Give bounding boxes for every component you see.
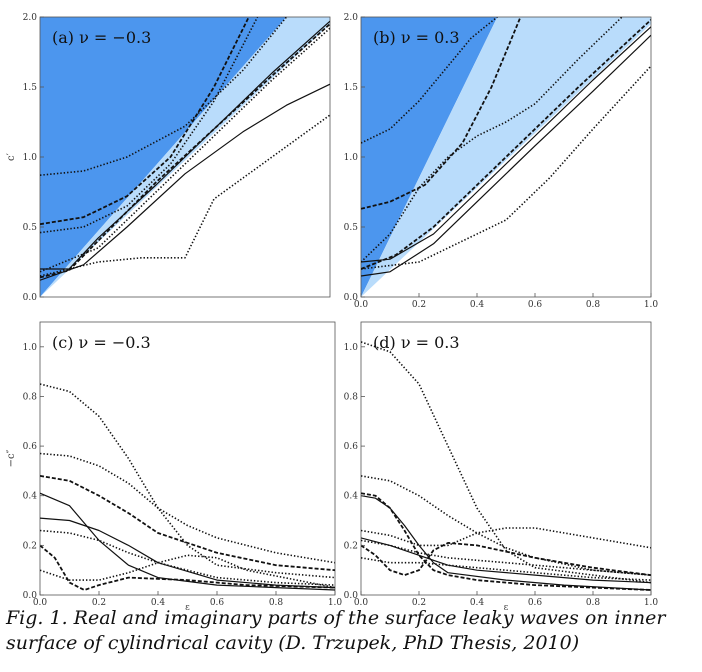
y-tick-label: 0.5 [23, 223, 38, 233]
y-tick-label: 0.4 [344, 492, 359, 502]
series-solid-1 [361, 537, 651, 584]
figure-svg: 0.0 0.5 1.0 1.5 2.0 (a) ν = −0.3 c′ 0.0 0.5 1.0 1.… [6, 13, 659, 610]
series-solid-0 [361, 34, 651, 277]
series-dotted-7 [40, 27, 330, 273]
series-dotted-7 [40, 554, 335, 589]
y-tick-label: 1.0 [23, 153, 38, 163]
panel-d: 0.0 0.2 0.4 0.6 0.8 1.0 0.0 0.2 0.4 0.6 0.8 1.0 (d) … [344, 321, 659, 610]
y-tick-label: 1.5 [344, 83, 359, 93]
series-dotted-5 [40, 17, 259, 234]
series-dashed-2 [40, 475, 335, 572]
series-dashed-2 [361, 17, 522, 210]
series-dotted-4 [361, 341, 651, 584]
series-dotted-4 [40, 383, 335, 579]
panel-c: 0.0 0.2 0.4 0.6 0.8 1.0 0.0 0.2 0.4 0.6 0.8 1.0 (c) … [6, 321, 343, 610]
x-tick-label: 1.0 [328, 598, 343, 608]
series-dashed-2 [40, 23, 330, 279]
series-dashed-3 [40, 544, 335, 591]
x-axis-label: ε [185, 603, 190, 610]
x-tick-label: 0.8 [269, 598, 284, 608]
x-axis-label: ε [504, 603, 509, 610]
panel-label: (c) ν = −0.3 [52, 333, 151, 352]
panel-a: 0.0 0.5 1.0 1.5 2.0 (a) ν = −0.3 c′ [6, 13, 331, 303]
y-tick-label: 0.8 [23, 392, 38, 402]
y-tick-label: 2.0 [344, 13, 359, 23]
y-tick-label: 2.0 [23, 13, 38, 23]
y-tick-label: 1.0 [344, 343, 359, 353]
x-tick-label: 0.0 [33, 598, 48, 608]
y-tick-label: 0.5 [344, 223, 359, 233]
figure-caption: Fig. 1. Real and imaginary parts of the … [6, 607, 666, 654]
panel-label: (b) ν = 0.3 [373, 28, 460, 47]
y-tick-label: 0.0 [344, 293, 359, 303]
plot-frame [39, 321, 336, 596]
series-dotted-6 [361, 527, 651, 549]
series-dashed-3 [361, 542, 651, 576]
y-tick-label: 0.8 [344, 392, 359, 402]
series-dotted-6 [40, 529, 335, 586]
y-tick-label: 0.6 [344, 442, 359, 452]
plot-frame [360, 321, 652, 596]
series-solid-1 [361, 26, 651, 263]
series-solid-0 [361, 495, 651, 591]
x-tick-label: 0.4 [470, 300, 485, 310]
x-tick-label: 0.0 [354, 300, 369, 310]
x-tick-label: 0.8 [586, 598, 601, 608]
y-tick-label: 0.0 [344, 591, 359, 601]
x-tick-label: 1.0 [644, 300, 659, 310]
y-tick-label: 0.4 [23, 492, 38, 502]
series-dashed-3 [361, 19, 651, 270]
panel-label: (d) ν = 0.3 [373, 333, 460, 352]
y-axis-label: c′ [6, 152, 17, 161]
series-dotted-8 [361, 557, 651, 581]
y-tick-label: 0.2 [344, 541, 358, 551]
y-tick-label: 1.5 [23, 83, 38, 93]
y-tick-label: 0.0 [23, 293, 38, 303]
panel-b: 0.0 0.5 1.0 1.5 2.0 0.0 0.2 0.4 0.6 0.8 1.0 (b) ν =… [344, 13, 659, 310]
y-tick-label: 1.0 [344, 153, 359, 163]
x-tick-label: 0.8 [586, 300, 601, 310]
series-solid-0 [40, 492, 335, 591]
y-tick-label: 0.2 [23, 541, 37, 551]
x-tick-label: 0.6 [528, 598, 543, 608]
y-tick-label: 0.6 [23, 442, 38, 452]
series-dotted-4 [361, 17, 498, 144]
series-dotted-7 [361, 539, 651, 576]
x-tick-label: 0.0 [354, 598, 369, 608]
x-tick-label: 0.2 [412, 598, 426, 608]
series-dashed-3 [40, 17, 250, 226]
x-tick-label: 0.2 [92, 598, 106, 608]
series-dotted-5 [361, 17, 623, 263]
y-tick-label: 0.0 [23, 591, 38, 601]
y-axis-label: −c″ [6, 449, 17, 467]
series-solid-1 [40, 517, 335, 589]
x-tick-label: 0.4 [151, 598, 166, 608]
y-tick-label: 1.0 [23, 343, 38, 353]
series-solid-1 [40, 20, 330, 270]
x-tick-label: 0.6 [210, 598, 225, 608]
panel-label: (a) ν = −0.3 [52, 28, 151, 47]
series-dashed-2 [361, 492, 651, 591]
series-dotted-6 [40, 114, 330, 277]
x-tick-label: 0.2 [412, 300, 426, 310]
x-tick-label: 0.6 [528, 300, 543, 310]
series-dotted-5 [40, 452, 335, 564]
x-tick-label: 1.0 [644, 598, 659, 608]
series-dotted-6 [361, 65, 651, 270]
x-tick-label: 0.4 [470, 598, 485, 608]
